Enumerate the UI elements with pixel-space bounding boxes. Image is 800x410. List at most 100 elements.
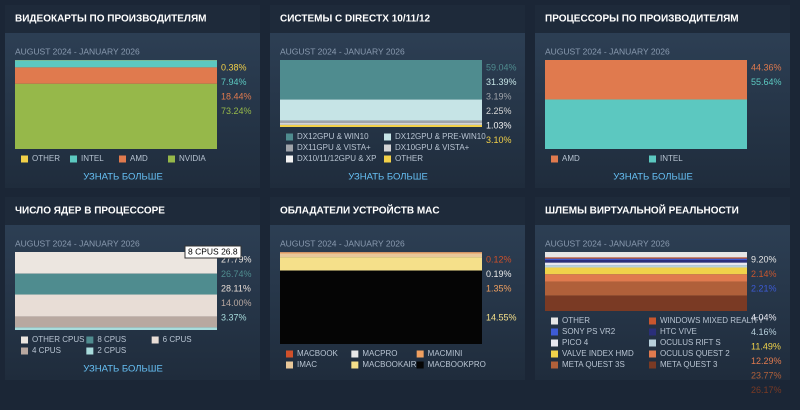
learn-more-button[interactable]: УЗНАТЬ БОЛЬШЕ bbox=[83, 172, 163, 183]
value-label: 2.21% bbox=[751, 283, 777, 293]
value-label: 4.16% bbox=[751, 327, 777, 337]
legend-swatch bbox=[649, 328, 656, 336]
legend-swatch bbox=[119, 155, 126, 163]
legend-label: 8 CPUS bbox=[97, 335, 126, 344]
panel-title: ВИДЕОКАРТЫ ПО ПРОИЗВОДИТЕЛЯМ bbox=[15, 14, 206, 25]
panel-title: ОБЛАДАТЕЛИ УСТРОЙСТВ MAC bbox=[280, 204, 440, 217]
value-label: 3.10% bbox=[486, 135, 512, 145]
area-band bbox=[15, 316, 217, 328]
panel-title: СИСТЕМЫ С DIRECTX 10/11/12 bbox=[280, 14, 431, 25]
panel-header bbox=[535, 5, 790, 33]
period: AUGUST 2024 - JANUARY 2026 bbox=[280, 46, 405, 56]
panel-header bbox=[270, 5, 525, 33]
legend-swatch bbox=[86, 347, 94, 355]
value-label: 0.12% bbox=[486, 254, 512, 264]
legend-swatch bbox=[649, 350, 656, 358]
value-label: 59.04% bbox=[486, 62, 517, 72]
legend-swatch bbox=[649, 339, 656, 347]
legend-label: HTC VIVE bbox=[660, 327, 697, 336]
value-label: 26.17% bbox=[751, 385, 782, 395]
legend-label: OCULUS QUEST 2 bbox=[660, 349, 730, 358]
legend-label: META QUEST 3 bbox=[660, 360, 718, 369]
legend-swatch bbox=[21, 336, 28, 344]
area-band bbox=[280, 270, 482, 344]
panel-title: ШЛЕМЫ ВИРТУАЛЬНОЙ РЕАЛЬНОСТИ bbox=[545, 204, 739, 217]
legend-label: OTHER bbox=[395, 154, 423, 163]
area-band bbox=[15, 60, 217, 68]
area-band bbox=[545, 267, 747, 275]
area-band bbox=[280, 124, 482, 125]
value-label: 18.44% bbox=[221, 91, 252, 101]
area-band bbox=[15, 273, 217, 295]
area-band bbox=[545, 265, 747, 268]
legend-swatch bbox=[551, 339, 558, 347]
period: AUGUST 2024 - JANUARY 2026 bbox=[280, 238, 405, 248]
area-band bbox=[280, 99, 482, 121]
period: AUGUST 2024 - JANUARY 2026 bbox=[15, 46, 140, 56]
panel-header bbox=[5, 197, 260, 225]
value-label: 0.38% bbox=[221, 62, 247, 72]
legend-label: DX10GPU & VISTA+ bbox=[395, 143, 470, 152]
value-label: 14.00% bbox=[221, 298, 252, 308]
panel-header bbox=[535, 197, 790, 225]
value-label: 4.04% bbox=[751, 312, 777, 322]
legend-swatch bbox=[384, 133, 391, 141]
panel-title: ЧИСЛО ЯДЕР В ПРОЦЕССОРЕ bbox=[15, 206, 165, 217]
legend-label: VALVE INDEX HMD bbox=[562, 349, 634, 358]
legend-label: AMD bbox=[130, 154, 148, 163]
legend-label: OTHER CPUS bbox=[32, 335, 84, 344]
value-label: 7.94% bbox=[221, 77, 247, 87]
learn-more-button[interactable]: УЗНАТЬ БОЛЬШЕ bbox=[83, 364, 163, 375]
panel-header bbox=[270, 197, 525, 225]
legend-swatch bbox=[351, 361, 359, 369]
value-label: 11.49% bbox=[751, 341, 781, 351]
legend-label: INTEL bbox=[81, 154, 104, 163]
tooltip-text: 8 CPUS 26.8 bbox=[188, 246, 238, 256]
legend-swatch bbox=[416, 361, 424, 369]
value-label: 31.39% bbox=[486, 77, 517, 87]
legend-label: INTEL bbox=[660, 154, 683, 163]
area-band bbox=[280, 252, 482, 254]
legend-swatch bbox=[286, 144, 293, 152]
legend-swatch bbox=[649, 155, 656, 163]
value-label: 27.79% bbox=[221, 254, 252, 264]
legend-swatch bbox=[649, 317, 656, 325]
legend-swatch bbox=[384, 155, 391, 163]
legend-swatch bbox=[416, 350, 424, 358]
legend-label: 4 CPUS bbox=[32, 346, 61, 355]
legend-label: OCULUS RIFT S bbox=[660, 338, 721, 347]
legend-swatch bbox=[151, 336, 159, 344]
value-label: 3.37% bbox=[221, 312, 247, 322]
value-label: 28.11% bbox=[221, 283, 251, 293]
learn-more-button[interactable]: УЗНАТЬ БОЛЬШЕ bbox=[348, 172, 428, 183]
legend-swatch bbox=[551, 317, 558, 325]
area-band bbox=[545, 60, 747, 100]
area-band bbox=[280, 120, 482, 123]
legend-label: 2 CPUS bbox=[97, 346, 126, 355]
area-band bbox=[545, 281, 747, 296]
area-band bbox=[15, 252, 217, 274]
legend-swatch bbox=[551, 328, 558, 336]
learn-more-button[interactable]: УЗНАТЬ БОЛЬШЕ bbox=[613, 172, 693, 183]
area-band bbox=[280, 122, 482, 125]
panel-title: ПРОЦЕССОРЫ ПО ПРОИЗВОДИТЕЛЯМ bbox=[545, 14, 739, 25]
panel-header bbox=[5, 5, 260, 33]
area-band bbox=[545, 262, 747, 266]
legend-swatch bbox=[168, 155, 175, 163]
area-band bbox=[545, 99, 747, 149]
area-band bbox=[280, 124, 482, 127]
legend-swatch bbox=[551, 361, 558, 369]
legend-swatch bbox=[384, 144, 391, 152]
legend-label: DX12GPU & WIN10 bbox=[297, 132, 369, 141]
tooltip-box bbox=[184, 245, 242, 259]
legend-swatch bbox=[70, 155, 77, 163]
legend-label: MACBOOK bbox=[297, 349, 339, 358]
value-label: 1.35% bbox=[486, 283, 512, 293]
legend-label: MACPRO bbox=[362, 349, 397, 358]
value-label: 1.03% bbox=[486, 120, 512, 130]
value-label: 23.77% bbox=[751, 370, 782, 380]
legend-swatch bbox=[86, 336, 94, 344]
legend-label: DX11GPU & VISTA+ bbox=[297, 143, 371, 152]
